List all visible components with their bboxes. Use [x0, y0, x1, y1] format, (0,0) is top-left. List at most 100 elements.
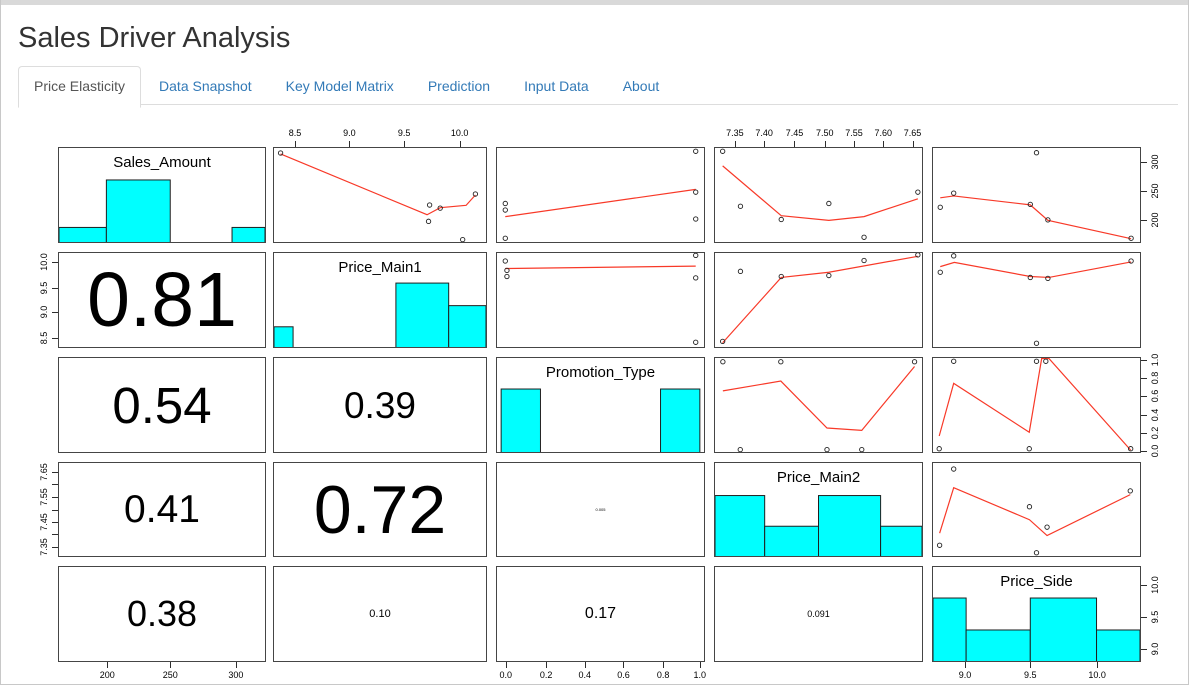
data-point	[693, 189, 699, 195]
axis-tick	[1097, 662, 1099, 668]
tab-item-price-elasticity: Price Elasticity	[18, 66, 142, 108]
tab-about[interactable]: About	[622, 78, 660, 94]
axis-tick	[52, 471, 58, 473]
axis-tick	[1141, 585, 1147, 587]
data-point	[915, 189, 921, 195]
axis-tick-label: 9.0	[1150, 642, 1160, 655]
axis-tick-label: 8.5	[39, 331, 49, 345]
axis-tick-label: 0.8	[656, 670, 670, 680]
diag-title-price-side: Price_Side	[1000, 572, 1073, 590]
correlation-value: 0.38	[126, 593, 198, 634]
axis-tick-label: 9.5	[39, 281, 49, 294]
data-point	[1045, 217, 1051, 223]
data-point	[861, 257, 867, 264]
data-point	[737, 268, 744, 274]
panel-histogram-promotion-type: Promotion_Type	[496, 357, 705, 453]
axis-tick	[1141, 616, 1147, 618]
data-point	[936, 446, 942, 452]
data-point	[502, 235, 508, 241]
axis-tick	[52, 496, 58, 498]
data-point	[426, 202, 433, 208]
panel-histogram-price-main1: Price_Main1	[273, 252, 487, 348]
data-point	[1027, 201, 1033, 208]
axis-tick	[295, 141, 297, 147]
pairs-plot: Sales_Amount Price_Main1 Promotion_Type Pri…	[1, 110, 1188, 684]
correlation-value: 0.81	[87, 256, 237, 343]
data-point	[277, 150, 284, 156]
data-point	[693, 275, 699, 281]
panel-scatter-r2c4	[714, 252, 923, 348]
data-point	[693, 253, 699, 258]
smooth-line	[939, 486, 1131, 537]
axis-tick	[1141, 161, 1147, 163]
data-point	[1033, 550, 1040, 556]
axis-tick-label: 7.55	[845, 128, 863, 138]
smooth-line	[280, 153, 476, 216]
axis-tick	[734, 141, 736, 147]
axis-tick-label: 9.5	[397, 128, 411, 138]
histogram-promotion-type	[500, 388, 701, 452]
axis-tick	[623, 662, 625, 668]
smooth-line	[722, 165, 919, 221]
smooth-line	[722, 366, 916, 431]
data-point	[504, 273, 510, 280]
data-point	[720, 148, 726, 154]
axis-tick	[505, 662, 507, 668]
hist-bar	[660, 388, 701, 452]
data-point	[693, 216, 699, 222]
axis-tick-label: 0.2	[539, 670, 553, 680]
correlation-value: 0.17	[584, 605, 617, 622]
scatter-svg-r1c3	[502, 148, 699, 241]
hist-bar	[965, 629, 1031, 661]
axis-tick-label: 9.0	[958, 670, 972, 680]
data-point	[951, 190, 957, 196]
axis-tick	[459, 141, 461, 147]
correlation-value: 0.41	[124, 488, 200, 531]
tab-price-elasticity[interactable]: Price Elasticity	[18, 66, 142, 108]
tab-key-model-matrix[interactable]: Key Model Matrix	[285, 78, 394, 94]
axis-tick	[52, 287, 58, 289]
diag-title-price-main1: Price_Main1	[338, 258, 422, 276]
axis-tick-label: 9.5	[1023, 670, 1037, 680]
data-point	[693, 339, 699, 345]
axis-tick-label: 200	[1150, 212, 1160, 228]
hist-bar	[933, 597, 967, 661]
data-point	[859, 447, 865, 452]
smooth-line	[722, 255, 918, 344]
data-point	[460, 237, 466, 242]
hist-bar	[448, 305, 486, 347]
axis-tick-label: 250	[162, 670, 178, 680]
data-point	[1128, 235, 1134, 241]
panel-correlation-r2c1: 0.81	[58, 252, 266, 348]
tab-item-prediction: Prediction	[412, 66, 506, 108]
correlation-value: 0.005	[595, 506, 606, 512]
axis-tick	[1141, 359, 1147, 361]
panel-scatter-r4c5	[932, 462, 1141, 557]
tab-data-snapshot[interactable]: Data Snapshot	[159, 78, 252, 94]
axis-tick-label: 7.55	[39, 487, 49, 506]
axis-tick	[883, 141, 885, 147]
axis-tick	[584, 662, 586, 668]
scatter-svg-r2c5	[937, 253, 1134, 346]
tab-item-input-data: Input Data	[508, 66, 605, 108]
panel-scatter-r3c4	[714, 357, 923, 453]
axis-tick	[912, 141, 914, 147]
panel-scatter-r1c2	[273, 147, 487, 243]
axis-tick	[794, 141, 796, 147]
axis-tick-label: 9.0	[39, 306, 49, 319]
tab-bar: Price Elasticity Data Snapshot Key Model M…	[18, 66, 1178, 108]
scatter-svg-r3c4	[720, 359, 918, 452]
data-point	[1128, 446, 1134, 452]
panel-correlation-r4c1: 0.41	[58, 462, 266, 557]
tab-input-data[interactable]: Input Data	[524, 78, 589, 94]
data-point	[1026, 504, 1033, 510]
tab-prediction[interactable]: Prediction	[427, 78, 491, 94]
data-point	[911, 359, 918, 365]
axis-tick-label: 7.40	[755, 128, 773, 138]
data-point	[737, 447, 743, 452]
data-point	[778, 359, 784, 365]
tab-item-data-snapshot: Data Snapshot	[143, 66, 268, 108]
data-point	[502, 200, 508, 207]
diag-title-price-main2: Price_Main2	[776, 468, 861, 486]
axis-tick-label: 7.65	[39, 462, 49, 481]
